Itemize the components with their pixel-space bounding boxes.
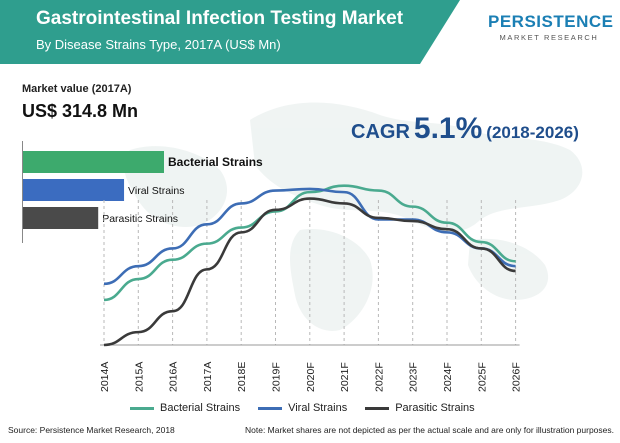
footer-note: Note: Market shares are not depicted as …	[244, 425, 614, 435]
bar-label-1: Viral Strains	[128, 185, 184, 197]
logo-main-text: PERSISTENCE	[488, 12, 614, 31]
brand-logo: PERSISTENCE MARKET RESEARCH	[488, 12, 614, 42]
x-tick-label: 2018E	[236, 362, 248, 392]
cagr-period: (2018-2026)	[486, 123, 579, 142]
x-tick-label: 2016A	[168, 362, 180, 392]
bar-label-2: Parasitic Strains	[102, 213, 178, 225]
legend-label-bacterial: Bacterial Strains	[160, 402, 241, 414]
x-tick-label: 2021F	[339, 362, 351, 392]
legend-item-bacterial: Bacterial Strains	[130, 402, 240, 414]
legend-item-parasitic: Parasitic Strains	[365, 402, 475, 414]
chart-title: Gastrointestinal Infection Testing Marke…	[36, 8, 404, 29]
line-chart-grid	[100, 200, 520, 346]
bar-1	[23, 179, 125, 201]
bar-2	[23, 207, 99, 229]
bar-label-0: Bacterial Strains	[168, 155, 263, 169]
line-chart-legend: Bacterial Strains Viral Strains Parasiti…	[130, 402, 475, 414]
bar-0	[23, 151, 164, 173]
legend-swatch-bacterial	[130, 406, 154, 410]
x-tick-label: 2020F	[305, 362, 317, 392]
x-tick-label: 2022F	[373, 362, 385, 392]
x-tick-label: 2014A	[99, 362, 111, 392]
x-tick-label: 2024F	[442, 362, 454, 392]
legend-swatch-parasitic	[365, 406, 390, 410]
x-tick-label: 2019F	[271, 362, 283, 392]
x-tick-label: 2026F	[511, 362, 523, 392]
cagr-label: CAGR	[351, 121, 410, 143]
series-line-1	[103, 187, 516, 286]
legend-item-viral: Viral Strains	[258, 402, 347, 414]
x-tick-label: 2023F	[408, 362, 420, 392]
line-chart-series	[103, 184, 516, 347]
legend-swatch-viral	[258, 406, 283, 410]
series-line-0	[103, 184, 516, 302]
x-tick-label: 2025F	[476, 362, 488, 392]
footer-source: Source: Persistence Market Research, 201…	[8, 425, 175, 435]
chart-subtitle: By Disease Strains Type, 2017A (US$ Mn)	[36, 37, 281, 52]
legend-label-parasitic: Parasitic Strains	[395, 402, 475, 414]
x-tick-label: 2017A	[202, 362, 214, 392]
cagr-block: CAGR 5.1% (2018-2026)	[351, 112, 579, 146]
header-band	[0, 0, 460, 64]
market-value: US$ 314.8 Mn	[22, 101, 139, 121]
line-chart-x-ticks: 2014A 2015A 2016A 2017A 2018E 2019F 2020F 2021F…	[99, 362, 523, 392]
market-value-label: Market value (2017A)	[22, 83, 132, 95]
x-tick-label: 2015A	[133, 362, 145, 392]
series-line-2	[103, 197, 516, 347]
legend-label-viral: Viral Strains	[288, 402, 348, 414]
logo-sub-text: MARKET RESEARCH	[499, 33, 599, 42]
bar-chart: Bacterial Strains Viral Strains Parasitic …	[22, 141, 263, 243]
cagr-value: 5.1%	[413, 112, 483, 145]
